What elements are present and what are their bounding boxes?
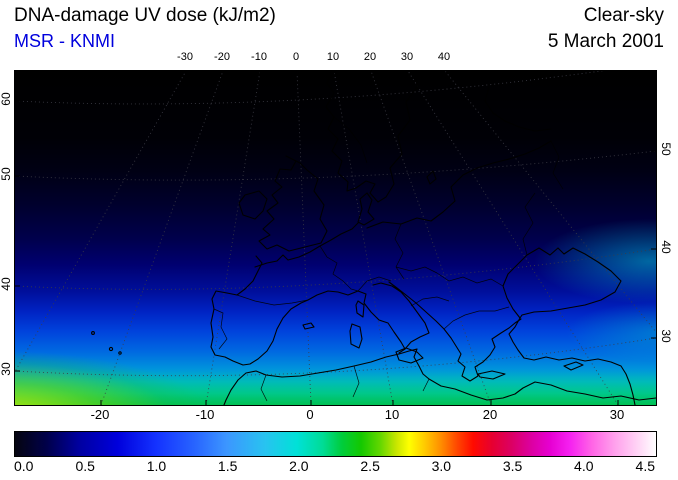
axis-tick-label: -10 [251,51,267,63]
latitude-axis-right: 50 40 30 [658,70,674,404]
longitude-axis-bottom: -20 -10 0 10 20 30 [14,407,655,423]
graticule-meridian [407,71,619,405]
colorbar-tick-label: 2.5 [360,458,380,474]
graticule-meridian [15,71,187,373]
coastline-north-sea-baltic-scandinavia [254,71,552,268]
coastline-north-africa [223,348,656,405]
colorbar-tick-label: 1.0 [146,458,167,474]
axis-tick-label: 10 [384,407,400,422]
axis-tick-label: -10 [195,407,215,422]
graticule-parallel [15,337,656,377]
axis-tick-label: 30 [609,407,625,422]
graticule-meridian [333,71,394,405]
graticule-meridian [205,71,261,405]
axis-tick-label: 20 [482,407,498,422]
coastline-layer [91,71,656,405]
axis-tick-label: -30 [177,51,193,63]
colorbar-tick-label: 4.5 [635,458,655,474]
colorbar-tick-label: 4.0 [574,458,594,474]
colorbar-tick-label: 0.5 [75,458,95,474]
map-overlay [15,71,656,405]
colorbar-tick-label: 2.0 [289,458,309,474]
axis-tick-label: 40 [437,51,451,63]
axis-tick-label: 50 [0,167,13,181]
axis-tick-label: 30 [400,51,414,63]
coastline-adriatic-greece-turkey [372,281,636,405]
colorbar-tick-label: 1.5 [217,458,238,474]
axis-tick-label: -20 [214,51,230,63]
graticule-meridian [296,71,312,405]
country-border-layer [213,116,564,402]
graticule-layer [15,71,656,405]
atlantic-island [118,351,122,355]
map-panel [14,70,657,406]
coastline-black-sea [502,247,622,319]
header-right-block: Clear-sky 5 March 2001 [548,5,664,53]
graticule-parallel [15,71,605,105]
country-borders [213,116,564,402]
graticule-meridian [444,71,656,333]
coastline-iberia-france-italy [210,255,406,366]
graticule-meridian [370,71,492,405]
longitude-axis-top: -30 -20 -10 0 10 20 30 40 [14,51,655,66]
coastline-mediterranean-islands [302,300,584,380]
axis-tick-label: 40 [0,277,13,291]
axis-tick-label: 30 [0,362,13,376]
axis-tick-label: 10 [326,51,340,63]
latitude-axis-left: 60 50 40 30 [0,70,13,404]
page-title: DNA-damage UV dose (kJ/m2) [14,5,276,26]
atlantic-island [108,346,114,352]
frame-ticks [15,71,656,405]
date-label: 5 March 2001 [547,31,664,52]
sky-condition-label: Clear-sky [583,5,664,26]
axis-tick-label: 60 [0,92,13,106]
uv-dose-field [15,71,656,405]
data-source-label: MSR - KNMI [14,31,115,51]
axis-tick-label: 20 [363,51,377,63]
axis-tick-label: 0 [292,51,300,63]
colorbar-labels: 0.0 0.5 1.0 1.5 2.0 2.5 3.0 3.5 4.0 4.5 [14,458,655,476]
axis-tick-label: 0 [306,407,314,422]
axis-tick-label: 30 [659,329,673,343]
colorbar-tick-label: 3.0 [431,458,452,474]
graticule-parallel [15,150,656,181]
axis-tick-label: 40 [659,240,673,254]
colorbar-tick-label: 3.5 [502,458,523,474]
colorbar [14,431,657,457]
coastline-british-isles [238,155,437,252]
graticule-meridian [100,71,224,405]
colorbar-tick-label: 0.0 [14,458,34,474]
axis-tick-label: -20 [90,407,110,422]
axis-tick-label: 50 [659,142,673,156]
graticule-parallel [15,248,656,290]
atlantic-island [91,331,95,335]
